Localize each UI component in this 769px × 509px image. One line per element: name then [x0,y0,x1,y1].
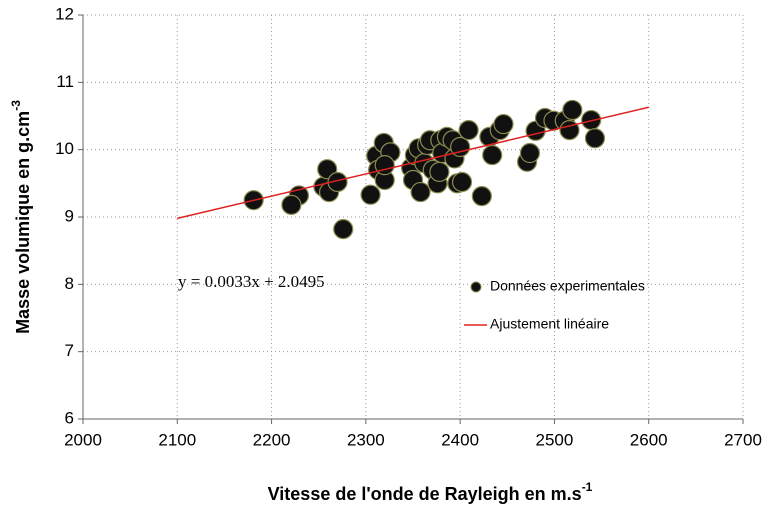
legend-label: Ajustement linéaire [490,316,609,332]
fit-equation: y = 0.0033x + 2.0495 [178,272,325,291]
x-tick-label: 2300 [347,430,385,449]
x-tick-label: 2200 [253,430,291,449]
data-point [471,186,492,207]
data-point [374,155,395,176]
y-tick-label: 7 [65,341,74,360]
x-tick-label: 2700 [724,430,762,449]
y-tick-label: 6 [65,408,74,427]
fit-line [177,106,649,220]
data-point [410,181,431,203]
y-axis-title-main: Masse volumique en g.cm [13,111,33,334]
data-point [519,142,541,164]
legend-marker [470,281,482,293]
y-tick-label: 10 [55,139,74,158]
x-tick-label: 2000 [64,430,102,449]
data-point [360,184,381,205]
y-axis-title: Masse volumique en g.cm-3 [9,100,33,334]
data-point [584,128,606,149]
x-axis-title-main: Vitesse de l'onde de Rayleigh en m.s [268,484,582,504]
data-point [450,136,471,158]
x-tick-label: 2400 [441,430,479,449]
y-tick-label: 12 [55,4,74,23]
y-tick-label: 8 [65,274,74,293]
data-point [562,99,583,121]
data-point [451,171,473,193]
data-point [327,171,348,193]
x-axis-title-sup: -1 [582,480,593,494]
data-point [429,161,450,182]
x-tick-label: 2100 [158,430,196,449]
x-axis-title: Vitesse de l'onde de Rayleigh en m.s-1 [268,480,593,504]
data-point [482,144,503,166]
data-point [559,120,580,141]
legend-label: Données experimentales [490,278,645,294]
x-tick-label: 2500 [536,430,574,449]
data-point [458,120,479,141]
y-axis-title-sup: -3 [9,100,23,111]
y-tick-label: 11 [56,72,74,91]
data-point [493,113,514,135]
y-tick-label: 9 [65,206,74,225]
x-tick-label: 2600 [630,430,668,449]
data-point [333,219,354,240]
data-point [281,194,302,215]
